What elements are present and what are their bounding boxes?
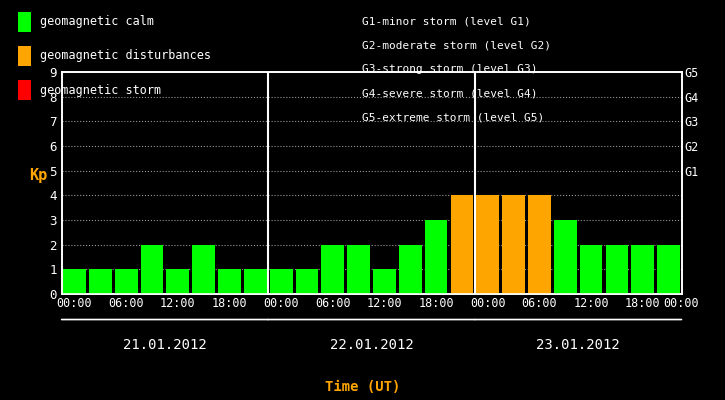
Bar bbox=[141, 245, 163, 294]
Bar bbox=[373, 269, 396, 294]
Bar bbox=[451, 195, 473, 294]
Bar bbox=[631, 245, 654, 294]
Text: G5-extreme storm (level G5): G5-extreme storm (level G5) bbox=[362, 112, 544, 122]
Bar bbox=[244, 269, 267, 294]
Text: geomagnetic storm: geomagnetic storm bbox=[40, 84, 161, 96]
Bar bbox=[580, 245, 602, 294]
Bar bbox=[89, 269, 112, 294]
Bar bbox=[218, 269, 241, 294]
Bar bbox=[192, 245, 215, 294]
Bar bbox=[425, 220, 447, 294]
Bar bbox=[270, 269, 292, 294]
Bar bbox=[115, 269, 138, 294]
Y-axis label: Kp: Kp bbox=[29, 168, 47, 183]
Bar bbox=[476, 195, 499, 294]
Text: 21.01.2012: 21.01.2012 bbox=[123, 338, 207, 352]
Bar bbox=[502, 195, 525, 294]
Bar bbox=[347, 245, 370, 294]
Bar bbox=[296, 269, 318, 294]
Bar bbox=[63, 269, 86, 294]
Text: geomagnetic disturbances: geomagnetic disturbances bbox=[40, 50, 211, 62]
Text: G2-moderate storm (level G2): G2-moderate storm (level G2) bbox=[362, 40, 552, 50]
Text: G3-strong storm (level G3): G3-strong storm (level G3) bbox=[362, 64, 538, 74]
Text: Time (UT): Time (UT) bbox=[325, 380, 400, 394]
Bar bbox=[528, 195, 551, 294]
Text: geomagnetic calm: geomagnetic calm bbox=[40, 16, 154, 28]
Text: 22.01.2012: 22.01.2012 bbox=[330, 338, 413, 352]
Bar bbox=[399, 245, 422, 294]
Text: 23.01.2012: 23.01.2012 bbox=[536, 338, 620, 352]
Bar bbox=[658, 245, 680, 294]
Bar bbox=[167, 269, 189, 294]
Bar bbox=[605, 245, 629, 294]
Bar bbox=[554, 220, 576, 294]
Text: G1-minor storm (level G1): G1-minor storm (level G1) bbox=[362, 16, 531, 26]
Bar bbox=[321, 245, 344, 294]
Text: G4-severe storm (level G4): G4-severe storm (level G4) bbox=[362, 88, 538, 98]
